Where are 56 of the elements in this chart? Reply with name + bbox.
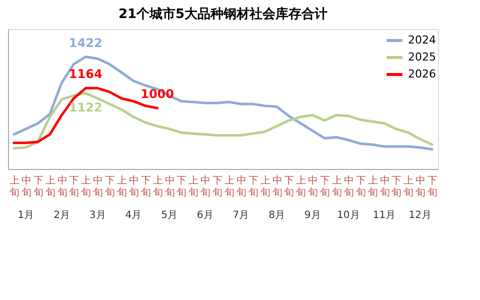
chart-title: 21个城市5大品种钢材社会库存合计 [118,6,328,22]
text: 9月 [304,210,321,221]
x-tick-label: 中旬 [93,174,104,198]
text: 7月 [232,210,250,221]
x-tick-label: 中旬 [344,174,354,198]
x-tick-label: 下旬 [356,176,366,198]
text: 5月 [161,210,178,221]
x-tick-label: 上旬 [404,174,414,198]
x-tick-label: 下旬 [105,176,116,198]
x-tick-label: 上旬 [296,174,306,198]
x-tick-label: 中旬 [164,174,175,198]
text: 11月 [372,210,396,221]
x-tick-label: 中旬 [57,174,68,198]
text: 8月 [268,210,285,221]
text: 4月 [125,210,142,221]
legend-label: 2025 [408,50,436,64]
x-tick-label: 上旬 [9,174,20,198]
legend-label: 2024 [408,34,436,46]
x-tick-label: 中旬 [200,174,211,198]
text: 6月 [196,210,214,221]
x-tick-label: 中旬 [416,174,426,198]
legend-label: 2026 [408,68,436,80]
x-tick-label: 中旬 [272,174,282,198]
x-tick-label: 中旬 [308,174,318,198]
x-tick-label: 上旬 [116,174,127,198]
x-tick-label: 下旬 [320,176,330,198]
x-tick-label: 上旬 [188,174,199,198]
x-tick-label: 下旬 [428,176,438,198]
x-tick-label: 上旬 [224,174,234,198]
x-tick-label: 中旬 [21,174,32,198]
data-label: 1000 [140,87,174,102]
x-tick-label: 下旬 [176,176,187,198]
x-tick-label: 上旬 [152,174,163,198]
x-tick-label: 下旬 [212,176,223,198]
x-tick-label: 下旬 [69,176,80,198]
x-tick-label: 上旬 [368,174,378,198]
x-tick-label: 上旬 [45,174,56,198]
x-tick-label: 下旬 [33,176,44,198]
text: 1月 [18,210,34,221]
x-tick-label: 中旬 [236,174,246,198]
x-tick-label: 下旬 [284,176,294,198]
x-tick-label: 中旬 [128,174,139,198]
x-tick-label: 上旬 [260,174,270,198]
x-tick-label: 下旬 [248,176,258,198]
text: 10月 [337,210,360,221]
x-tick-label: 中旬 [380,174,390,198]
data-label: 1122 [68,100,102,114]
x-tick-label: 下旬 [392,176,402,198]
text: 3月 [89,210,106,221]
x-tick-label: 上旬 [332,174,342,198]
x-tick-label: 下旬 [140,176,151,198]
data-label: 1164 [68,67,102,82]
data-label: 1422 [68,36,102,50]
text: 12月 [408,210,432,221]
x-tick-label: 上旬 [81,174,92,198]
text: 2月 [54,210,70,221]
